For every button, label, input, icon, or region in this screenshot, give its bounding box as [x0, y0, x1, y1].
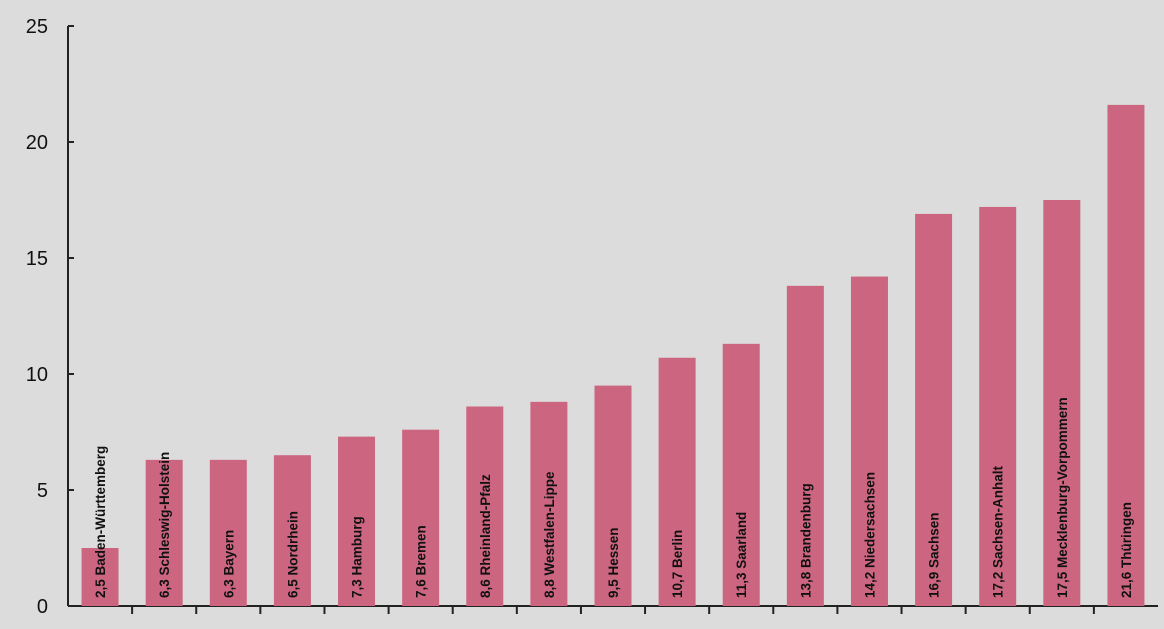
y-tick-label: 5 — [37, 480, 48, 502]
bar-label: 14,2 Niedersachsen — [862, 472, 877, 598]
bar-label: 16,9 Sachsen — [927, 512, 942, 598]
y-tick-label: 10 — [26, 364, 48, 386]
bar — [338, 436, 376, 606]
bar-label: 6,5 Nordrhein — [285, 511, 300, 598]
bar-label: 13,8 Brandenburg — [798, 483, 813, 598]
bar-label: 6,3 Schleswig-Holstein — [157, 452, 172, 598]
y-tick-label: 0 — [37, 596, 48, 618]
bar — [209, 459, 247, 606]
bar — [402, 429, 440, 606]
bar — [658, 357, 696, 606]
bar-label: 7,6 Bremen — [414, 525, 429, 598]
bar-label: 2,5 Baden-Württemberg — [93, 446, 108, 598]
bar — [1043, 200, 1081, 606]
y-tick-label: 20 — [26, 132, 48, 154]
bar — [915, 213, 953, 607]
bar — [786, 285, 824, 606]
bar-label: 21,6 Thüringen — [1119, 502, 1134, 598]
bar — [530, 401, 568, 606]
bar — [273, 455, 311, 606]
y-tick-label: 15 — [26, 248, 48, 270]
bar — [145, 459, 183, 606]
bar — [850, 276, 888, 606]
bar-label: 9,5 Hessen — [606, 527, 621, 598]
bar-label: 6,3 Bayern — [221, 530, 236, 598]
tick-layer: 0 5 10 15 20 25 — [26, 16, 1095, 618]
bar-label: 7,3 Hamburg — [350, 516, 365, 598]
y-tick-label: 25 — [26, 16, 48, 38]
bar-label: 10,7 Berlin — [670, 530, 685, 598]
bar — [81, 548, 119, 606]
bar-label: 17,2 Sachsen-Anhalt — [991, 465, 1006, 598]
bar — [1107, 104, 1145, 606]
bar — [594, 385, 632, 606]
bar — [722, 343, 760, 606]
bar-label: 8,8 Westfalen-Lippe — [542, 471, 557, 598]
bar — [466, 406, 504, 606]
bar-label: 11,3 Saarland — [734, 512, 749, 598]
bar-label: 8,6 Rheinland-Pfalz — [478, 474, 493, 598]
bar — [979, 206, 1017, 606]
bar-label: 17,5 Mecklenburg-Vorpommern — [1055, 397, 1070, 598]
bar-layer: 2,5 Baden-Württemberg 6,3 Schleswig-Holst… — [81, 104, 1145, 607]
